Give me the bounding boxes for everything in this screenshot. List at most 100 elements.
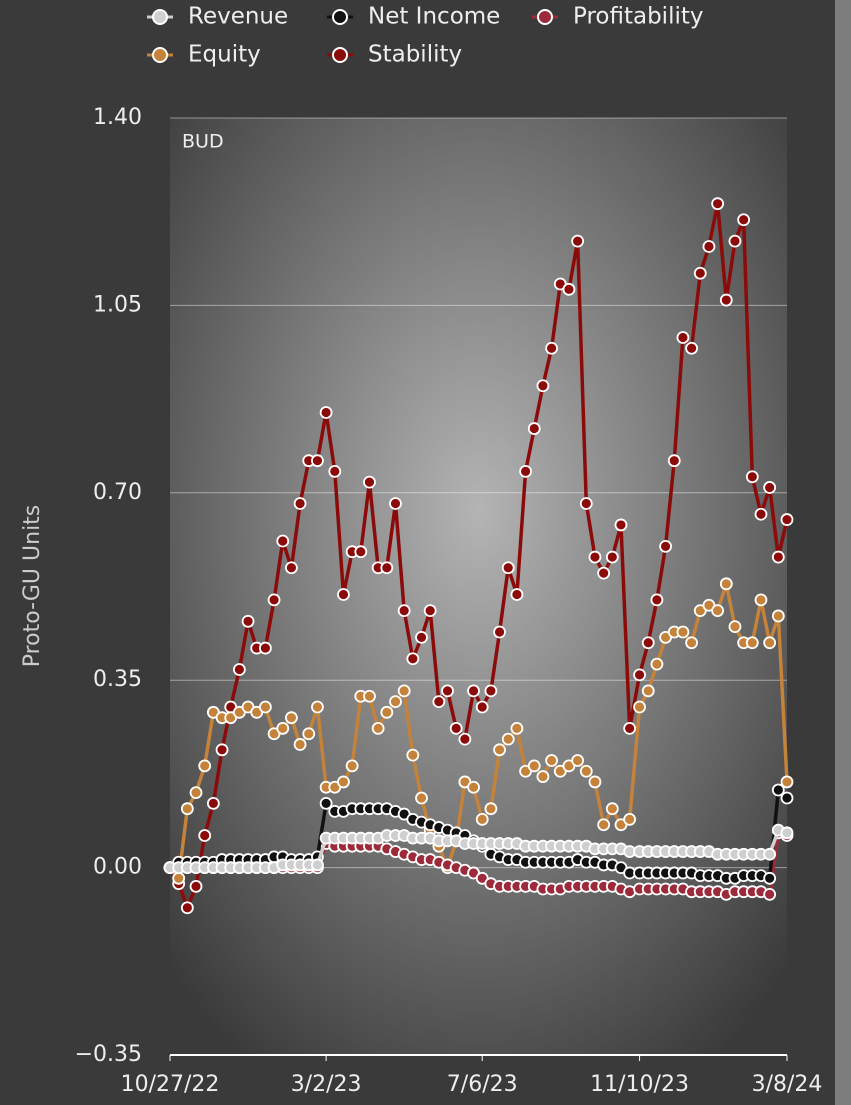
data-point	[633, 700, 646, 714]
data-point	[311, 858, 324, 872]
data-point	[614, 518, 628, 532]
legend-marker	[332, 9, 348, 25]
data-point	[771, 783, 785, 797]
data-point	[667, 454, 681, 468]
data-point	[676, 625, 690, 639]
data-point	[623, 813, 637, 826]
data-point	[302, 727, 316, 741]
legend-label: Stability	[368, 42, 462, 68]
data-point	[319, 406, 333, 419]
data-point	[293, 497, 307, 510]
y-tick-label: 0.70	[93, 480, 142, 505]
data-point	[501, 732, 515, 746]
data-point	[763, 887, 777, 901]
data-point	[780, 791, 794, 805]
data-point	[423, 604, 437, 617]
legend-marker	[152, 47, 168, 63]
data-point	[780, 513, 794, 526]
data-point	[319, 796, 333, 810]
data-point	[763, 871, 777, 885]
legend-label: Equity	[188, 42, 261, 68]
data-point	[198, 829, 212, 842]
y-tick-label: 1.05	[93, 292, 142, 317]
data-point	[510, 588, 524, 601]
data-point	[728, 620, 742, 634]
data-point	[172, 871, 186, 885]
data-point	[276, 534, 290, 548]
data-point	[536, 770, 550, 783]
data-point	[276, 721, 290, 735]
x-tick-label: 3/2/23	[291, 1072, 362, 1097]
data-point	[389, 695, 402, 709]
data-point	[467, 780, 480, 794]
data-point	[676, 331, 690, 344]
y-tick-label: −0.35	[75, 1042, 142, 1067]
data-point	[771, 609, 785, 623]
data-point	[754, 507, 768, 521]
data-point	[685, 341, 699, 355]
side-strip	[835, 0, 851, 1105]
data-point	[763, 847, 777, 861]
x-tick-label: 3/8/24	[752, 1072, 823, 1097]
data-point	[406, 652, 420, 666]
data-point	[493, 625, 506, 639]
data-point	[536, 379, 550, 393]
data-point	[415, 791, 428, 805]
y-axis-label: Proto-GU Units	[20, 505, 45, 668]
data-point	[623, 721, 637, 735]
data-point	[311, 454, 324, 468]
data-point	[702, 240, 716, 253]
data-point	[345, 759, 359, 773]
data-point	[771, 550, 785, 564]
data-point	[363, 475, 376, 489]
x-tick-label: 7/6/23	[447, 1072, 518, 1097]
data-point	[397, 684, 411, 698]
y-tick-label: 1.40	[93, 105, 142, 130]
data-point	[311, 700, 324, 714]
legend-label: Net Income	[368, 4, 500, 30]
legend-label: Revenue	[188, 4, 288, 30]
legend-marker	[152, 9, 168, 25]
data-point	[189, 879, 203, 893]
data-point	[293, 738, 307, 751]
data-point	[406, 748, 420, 762]
data-point	[258, 700, 272, 714]
data-point	[389, 497, 402, 510]
data-point	[415, 630, 428, 644]
legend-marker	[332, 47, 348, 63]
data-point	[719, 293, 733, 307]
data-point	[633, 668, 646, 682]
data-point	[371, 721, 385, 735]
y-tick-label: 0.00	[93, 855, 142, 880]
data-point	[571, 754, 585, 767]
data-point	[562, 282, 576, 296]
data-point	[545, 754, 558, 767]
data-point	[641, 636, 655, 650]
data-point	[215, 743, 229, 757]
data-point	[579, 497, 593, 510]
data-point	[258, 641, 272, 655]
data-point	[180, 901, 194, 915]
data-point	[180, 802, 194, 816]
data-point	[337, 588, 350, 601]
data-point	[458, 732, 472, 746]
data-point	[650, 657, 664, 671]
data-point	[267, 593, 281, 607]
data-point	[737, 213, 751, 227]
data-point	[588, 550, 602, 564]
y-tick-label: 0.35	[93, 667, 142, 692]
data-point	[441, 684, 454, 698]
legend-marker	[537, 9, 553, 25]
data-point	[763, 636, 777, 650]
data-point	[745, 470, 759, 484]
data-point	[484, 684, 498, 698]
data-point	[545, 341, 558, 355]
data-point	[685, 636, 699, 650]
data-point	[719, 577, 733, 591]
data-point	[519, 464, 532, 478]
data-point	[449, 721, 463, 735]
data-point	[711, 197, 725, 211]
data-point	[527, 422, 541, 435]
